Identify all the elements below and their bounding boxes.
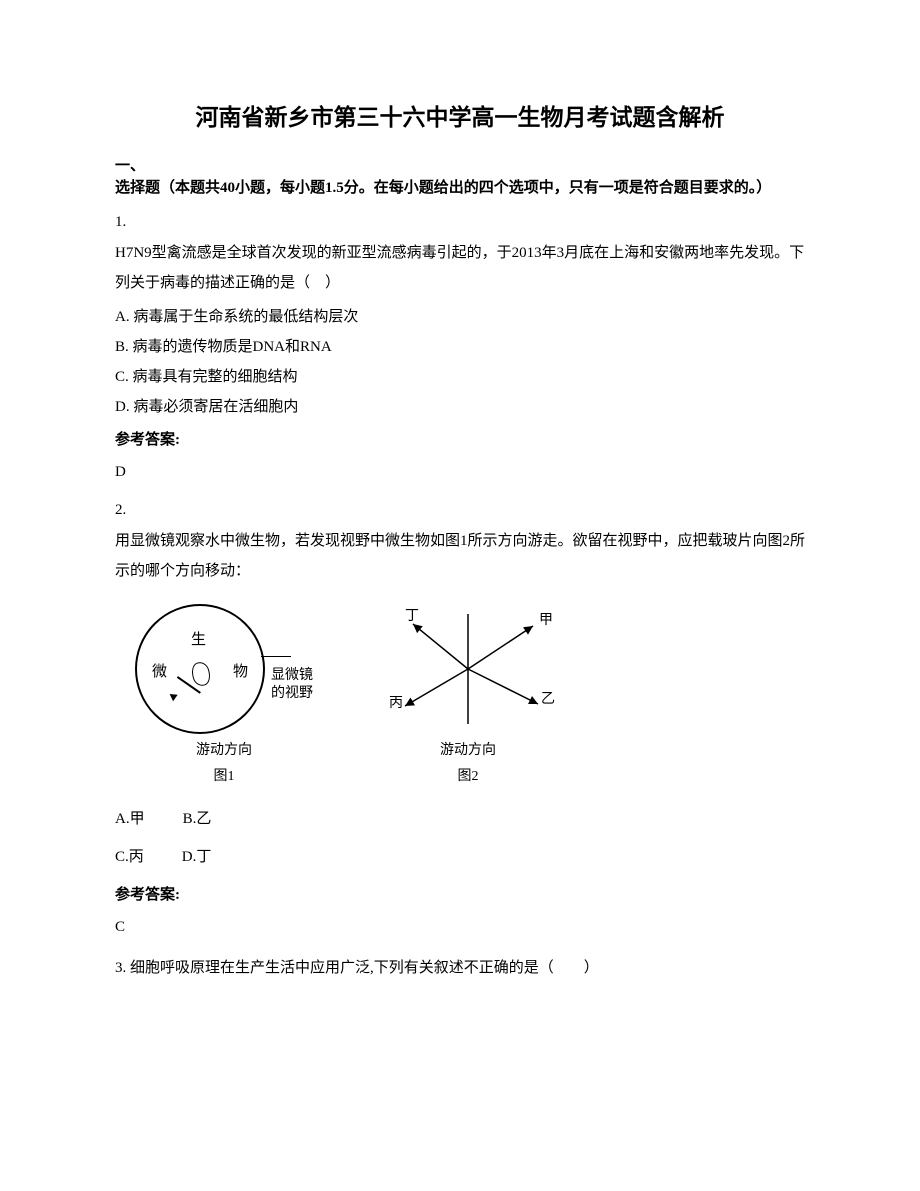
q2-number: 2. bbox=[115, 498, 805, 522]
fig1-lead-label: 显微镜 的视野 bbox=[271, 667, 313, 703]
fig2-label-yi: 乙 bbox=[541, 689, 555, 711]
q2-options-row1: A.甲 B.乙 bbox=[115, 807, 805, 831]
q1-option-a: A. 病毒属于生命系统的最低结构层次 bbox=[115, 302, 805, 332]
q2-text: 用显微镜观察水中微生物，若发现视野中微生物如图1所示方向游走。欲留在视野中，应把… bbox=[115, 526, 805, 586]
q2-option-c: C.丙 bbox=[115, 845, 144, 869]
fig1-arrow-head bbox=[167, 691, 177, 702]
fig1-circle: 生 微 物 bbox=[135, 604, 265, 734]
fig1-subtitle: 游动方向 bbox=[196, 740, 252, 762]
section-number: 一、 bbox=[115, 158, 145, 174]
q2-answer-label: 参考答案: bbox=[115, 883, 805, 907]
q1-answer-label: 参考答案: bbox=[115, 428, 805, 452]
fig1-container: 生 微 物 显微镜 的视野 bbox=[135, 604, 313, 734]
organism-icon bbox=[188, 659, 213, 688]
section-instructions: 选择题（本题共40小题，每小题1.5分。在每小题给出的四个选项中，只有一项是符合… bbox=[115, 180, 771, 196]
q3-text: 3. 细胞呼吸原理在生产生活中应用广泛,下列有关叙述不正确的是（ ） bbox=[115, 953, 805, 983]
fig1-char-wei: 微 bbox=[152, 660, 167, 684]
q1-number: 1. bbox=[115, 210, 805, 234]
q2-option-d: D.丁 bbox=[182, 845, 212, 869]
q2-options-row2: C.丙 D.丁 bbox=[115, 845, 805, 869]
fig1-caption: 图1 bbox=[214, 766, 235, 788]
question-1: 1. H7N9型禽流感是全球首次发现的新亚型流感病毒引起的，于2013年3月底在… bbox=[115, 210, 805, 484]
question-3: 3. 细胞呼吸原理在生产生活中应用广泛,下列有关叙述不正确的是（ ） bbox=[115, 953, 805, 983]
fig2-container: 丁 甲 丙 乙 bbox=[383, 604, 553, 734]
q1-option-d: D. 病毒必须寄居在活细胞内 bbox=[115, 392, 805, 422]
q1-text: H7N9型禽流感是全球首次发现的新亚型流感病毒引起的，于2013年3月底在上海和… bbox=[115, 238, 805, 298]
q2-option-a: A.甲 bbox=[115, 807, 145, 831]
section-header: 一、 选择题（本题共40小题，每小题1.5分。在每小题给出的四个选项中，只有一项… bbox=[115, 155, 805, 200]
q2-answer: C bbox=[115, 915, 805, 939]
fig2-label-bing: 丙 bbox=[389, 693, 403, 715]
document-title: 河南省新乡市第三十六中学高一生物月考试题含解析 bbox=[115, 100, 805, 137]
q1-answer: D bbox=[115, 460, 805, 484]
question-2: 2. 用显微镜观察水中微生物，若发现视野中微生物如图1所示方向游走。欲留在视野中… bbox=[115, 498, 805, 939]
fig2-label-ding: 丁 bbox=[405, 606, 419, 628]
fig2-label-jia: 甲 bbox=[539, 610, 553, 632]
fig1-char-sheng: 生 bbox=[191, 628, 206, 652]
fig1-lead-line bbox=[261, 656, 291, 658]
diagram-row: 生 微 物 显微镜 的视野 游动方向 图1 bbox=[135, 604, 805, 789]
fig1-lead-label-l2: 的视野 bbox=[271, 686, 313, 701]
fig2-caption: 图2 bbox=[458, 766, 479, 788]
fig1-char-wu: 物 bbox=[233, 660, 248, 684]
fig2-subtitle: 游动方向 bbox=[440, 740, 496, 762]
q1-option-b: B. 病毒的遗传物质是DNA和RNA bbox=[115, 332, 805, 362]
fig1-lead-label-l1: 显微镜 bbox=[271, 668, 313, 683]
figure-2: 丁 甲 丙 乙 游动方向 图2 bbox=[383, 604, 553, 789]
figure-1: 生 微 物 显微镜 的视野 游动方向 图1 bbox=[135, 604, 313, 789]
q2-option-b: B.乙 bbox=[183, 807, 212, 831]
q1-option-c: C. 病毒具有完整的细胞结构 bbox=[115, 362, 805, 392]
